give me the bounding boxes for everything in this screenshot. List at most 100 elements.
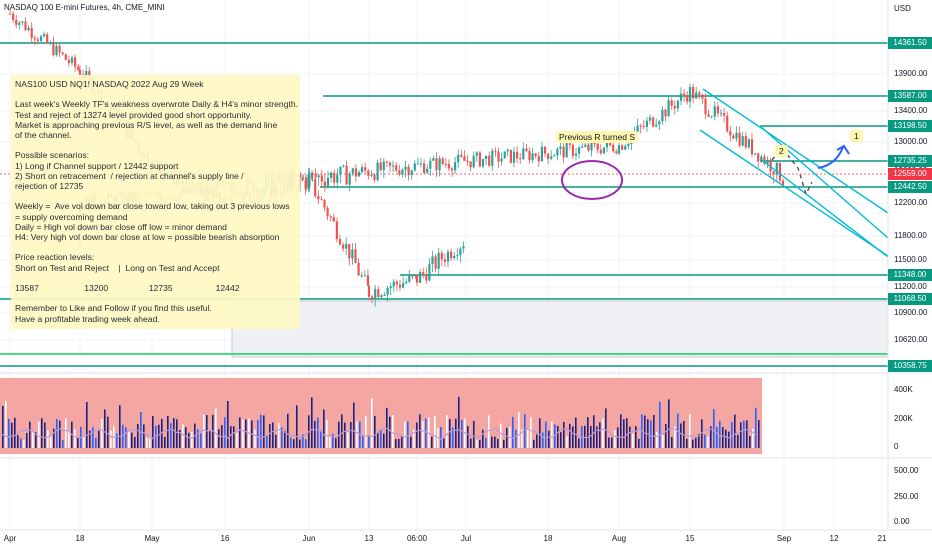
volume-bar (353, 402, 355, 448)
candle-body (388, 162, 392, 166)
channel-line (761, 159, 889, 258)
volume-bar (218, 429, 220, 448)
volume-bar (323, 409, 325, 448)
volume-bar (68, 430, 70, 448)
candle-body (444, 163, 447, 165)
note-line (15, 140, 296, 150)
candle-body (605, 141, 609, 148)
candle-body (750, 139, 754, 155)
price-level-tag (888, 360, 932, 372)
volume-bar (383, 433, 385, 448)
candle-body (404, 166, 407, 170)
volume-bar (731, 422, 733, 448)
volume-bar (122, 424, 124, 448)
volume-bar (416, 422, 418, 448)
candle-body (556, 148, 559, 156)
time-tick-label: Jul (461, 534, 471, 543)
volume-bar (314, 420, 316, 448)
volume-bar (557, 425, 559, 448)
candle-body (434, 256, 437, 269)
candle-body (519, 158, 522, 160)
volume-bar (551, 421, 553, 448)
volume-bar (536, 434, 538, 448)
candle-body (345, 165, 348, 185)
price-level-tag-label: 11348.00 (894, 270, 927, 279)
candle-body (78, 69, 82, 75)
volume-bar (431, 436, 433, 448)
note-line (15, 242, 296, 252)
volume-bar (434, 415, 436, 448)
candle-body (667, 100, 670, 117)
candle-body (61, 52, 64, 55)
demand-zone-box (231, 300, 889, 358)
candle-body (673, 105, 676, 109)
volume-bar (515, 429, 517, 448)
candle-body (568, 143, 571, 145)
candle-body (571, 144, 574, 156)
volume-bar (263, 415, 265, 448)
candle-body (716, 106, 719, 114)
candle-body (744, 135, 747, 148)
candle-body (15, 19, 18, 25)
candle-body (317, 196, 320, 200)
volume-bar (449, 419, 451, 448)
candle-body (326, 177, 330, 186)
volume-bar (5, 401, 7, 448)
candle-body (602, 147, 605, 154)
volume-bar (296, 405, 298, 448)
candle-body (503, 151, 506, 159)
candle-body (311, 173, 314, 175)
candle-body (370, 174, 373, 176)
price-level-tag-label: 11068.50 (894, 294, 927, 303)
volume-bar (674, 426, 676, 448)
volume-bar (311, 397, 313, 448)
candle-body (766, 160, 769, 164)
volume-bar (635, 426, 637, 448)
volume-bar (152, 416, 154, 448)
volume-bar (623, 419, 625, 448)
volume-bar (377, 432, 379, 448)
volume-bar (86, 402, 88, 448)
candle-body (27, 27, 30, 31)
candle-body (652, 117, 655, 127)
volume-bar (59, 420, 61, 448)
candle-body (528, 151, 531, 161)
volume-bar (299, 439, 301, 448)
volume-bar (98, 430, 100, 448)
volume-bar (650, 420, 652, 448)
candle-body (459, 248, 462, 256)
candle-body (49, 42, 52, 44)
candle-body (361, 167, 364, 173)
candle-body (395, 165, 398, 171)
volume-bar (200, 433, 202, 448)
volume-bar (410, 436, 412, 448)
candle-body (763, 156, 766, 164)
volume-bar (227, 400, 229, 448)
candle-body (398, 284, 402, 288)
candle-body (627, 143, 630, 147)
note-line: H4: Very high vol down bar close at low … (15, 232, 280, 243)
volume-bar (143, 424, 145, 448)
candle-body (550, 156, 553, 159)
price-level-tag-label: 14361.50 (893, 38, 927, 47)
candle-body (726, 115, 729, 132)
volume-bar (500, 423, 502, 448)
candle-body (401, 169, 404, 175)
candle-body (43, 34, 46, 37)
volume-bar (35, 432, 37, 448)
volume-bar (362, 435, 364, 448)
volume-bar (26, 432, 28, 448)
candle-body (754, 153, 757, 155)
volume-bar (320, 430, 322, 448)
volume-bar (131, 432, 133, 448)
candle-body (407, 166, 410, 176)
volume-bar (155, 425, 157, 448)
candle-body (323, 181, 326, 186)
volume-bar (545, 421, 547, 448)
volume-bar (419, 414, 421, 448)
volume-bar (8, 418, 10, 448)
candle-body (335, 221, 338, 240)
volume-bar (728, 431, 730, 448)
volume-bar (368, 435, 370, 448)
volume-bar (602, 418, 604, 448)
